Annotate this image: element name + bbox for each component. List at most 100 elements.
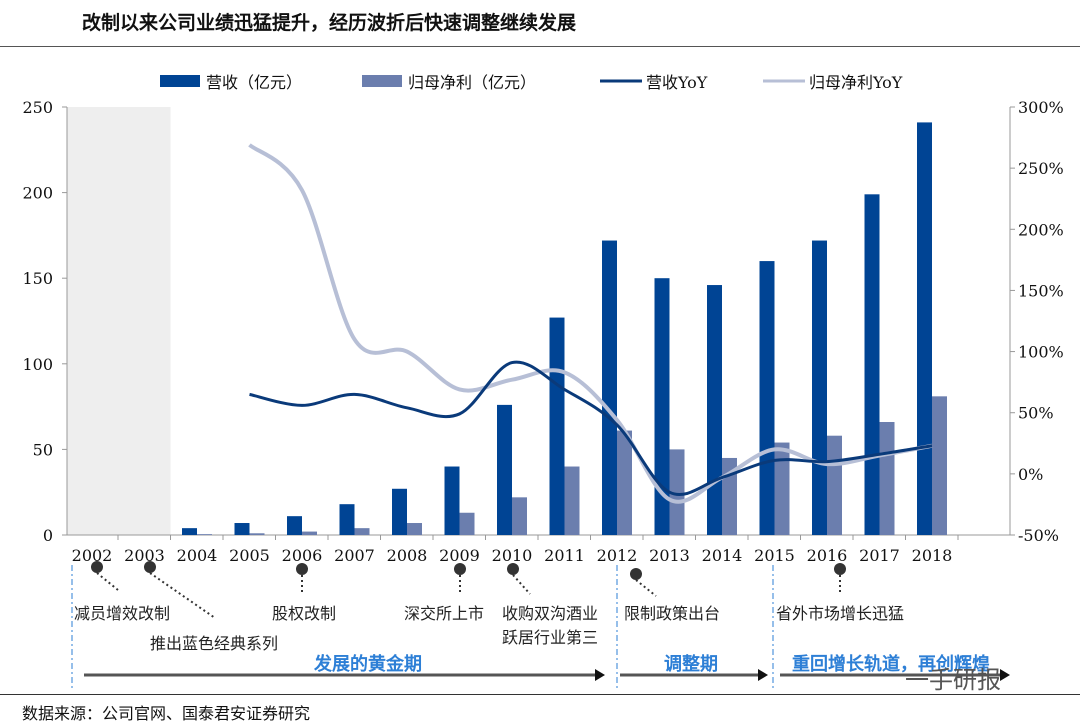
- bar-2016: [812, 240, 827, 535]
- annotation: 收购双沟酒业: [502, 604, 599, 623]
- timeline-dot: [144, 561, 156, 573]
- x-tick-label: 2015: [754, 546, 795, 565]
- bar-2007: [339, 504, 355, 535]
- bar-2010: [497, 404, 512, 535]
- timeline-dot: [296, 563, 308, 575]
- arrow-head: [758, 669, 768, 681]
- arrow-head: [595, 669, 605, 681]
- phase-label: 调整期: [664, 654, 718, 675]
- x-tick-label: 2003: [124, 546, 165, 565]
- bar-2004: [182, 528, 197, 535]
- annotation: 股权改制: [272, 604, 337, 623]
- bar-2008: [407, 523, 422, 535]
- watermark: 一手研报: [905, 666, 1001, 694]
- x-tick-label: 2011: [544, 546, 585, 565]
- bar-2014: [707, 285, 722, 535]
- arrow-head: [1000, 669, 1010, 681]
- x-tick-label: 2009: [439, 546, 480, 565]
- bar-2015: [774, 442, 790, 535]
- bar-2005: [234, 523, 250, 535]
- x-tick-label: 2013: [649, 546, 690, 565]
- annotation: 限制政策出台: [624, 604, 721, 623]
- legend-label: 营收YoY: [646, 73, 708, 92]
- bar-2005: [249, 533, 265, 535]
- bar-2010: [512, 497, 527, 535]
- bar-2018: [932, 396, 947, 535]
- leader-line: [149, 572, 216, 619]
- legend-label: 营收（亿元）: [206, 73, 302, 92]
- bar-2017: [864, 194, 880, 535]
- timeline-dot: [507, 563, 519, 575]
- timeline-dot: [454, 563, 466, 575]
- line-profit-yoy: [248, 143, 933, 504]
- bar-2012: [617, 430, 632, 535]
- annotation: 深交所上市: [404, 604, 485, 623]
- bar-2017: [879, 422, 895, 535]
- bar-2004: [197, 534, 212, 535]
- annotation: 减员增效改制: [74, 604, 171, 623]
- x-tick-label: 2006: [282, 546, 323, 565]
- bar-2012: [602, 240, 617, 535]
- left-tick-label: 250: [22, 98, 53, 117]
- bar-2009: [444, 466, 460, 535]
- right-tick-label: 150%: [1018, 281, 1064, 300]
- right-tick-label: 50%: [1018, 404, 1054, 423]
- bar-2006: [287, 516, 302, 535]
- leader-line: [96, 572, 119, 591]
- right-tick-label: 250%: [1018, 159, 1064, 178]
- legend-label: 归母净利YoY: [809, 73, 903, 92]
- bar-2013: [654, 278, 670, 535]
- left-tick-label: 150: [22, 269, 53, 288]
- x-tick-label: 2016: [807, 546, 848, 565]
- x-tick-label: 2018: [912, 546, 953, 565]
- bar-2015: [759, 261, 775, 535]
- bar-2016: [827, 435, 842, 535]
- x-tick-label: 2004: [177, 546, 218, 565]
- x-tick-label: 2002: [72, 546, 113, 565]
- report-title: 改制以来公司业绩迅猛提升，经历波折后快速调整继续发展: [82, 12, 577, 34]
- right-tick-label: 300%: [1018, 98, 1064, 117]
- bar-2013: [669, 449, 685, 535]
- x-tick-label: 2010: [492, 546, 533, 565]
- legend-label: 归母净利（亿元）: [408, 73, 536, 92]
- right-tick-label: 0%: [1018, 465, 1043, 484]
- x-tick-label: 2017: [859, 546, 900, 565]
- annotation: 省外市场增长迅猛: [776, 604, 905, 623]
- left-tick-label: 100: [22, 355, 53, 374]
- legend-swatch: [362, 75, 402, 87]
- left-tick-label: 200: [22, 184, 53, 203]
- bar-2011: [549, 317, 565, 535]
- bar-2006: [302, 531, 317, 535]
- bar-2009: [459, 512, 475, 535]
- timeline-dot: [834, 563, 846, 575]
- leader-line: [512, 574, 531, 595]
- bar-2008: [392, 488, 407, 535]
- leader-line: [635, 579, 657, 597]
- shaded-region: [67, 107, 171, 535]
- divider: [0, 46, 1080, 47]
- annotation: 跃居行业第三: [502, 628, 599, 647]
- x-tick-label: 2005: [229, 546, 270, 565]
- legend-swatch: [160, 75, 200, 87]
- x-tick-label: 2008: [387, 546, 428, 565]
- left-tick-label: 50: [33, 440, 53, 459]
- phase-label: 重回增长轨道，再创辉煌: [792, 654, 990, 675]
- annotation: 推出蓝色经典系列: [150, 634, 279, 653]
- x-tick-label: 2012: [597, 546, 638, 565]
- data-source: 数据来源：公司官网、国泰君安证券研究: [22, 704, 311, 723]
- bar-2018: [917, 122, 932, 536]
- phase-label: 发展的黄金期: [314, 654, 422, 675]
- line-revenue-yoy: [249, 360, 933, 496]
- left-tick-label: 0: [43, 526, 53, 545]
- right-tick-label: 100%: [1018, 343, 1064, 362]
- divider: [0, 694, 1080, 695]
- timeline-dot: [630, 568, 642, 580]
- right-tick-label: -50%: [1018, 526, 1059, 545]
- bar-2011: [564, 466, 580, 535]
- x-tick-label: 2007: [334, 546, 375, 565]
- bar-2007: [354, 528, 370, 535]
- right-tick-label: 200%: [1018, 220, 1064, 239]
- x-tick-label: 2014: [702, 546, 743, 565]
- timeline-dot: [91, 561, 103, 573]
